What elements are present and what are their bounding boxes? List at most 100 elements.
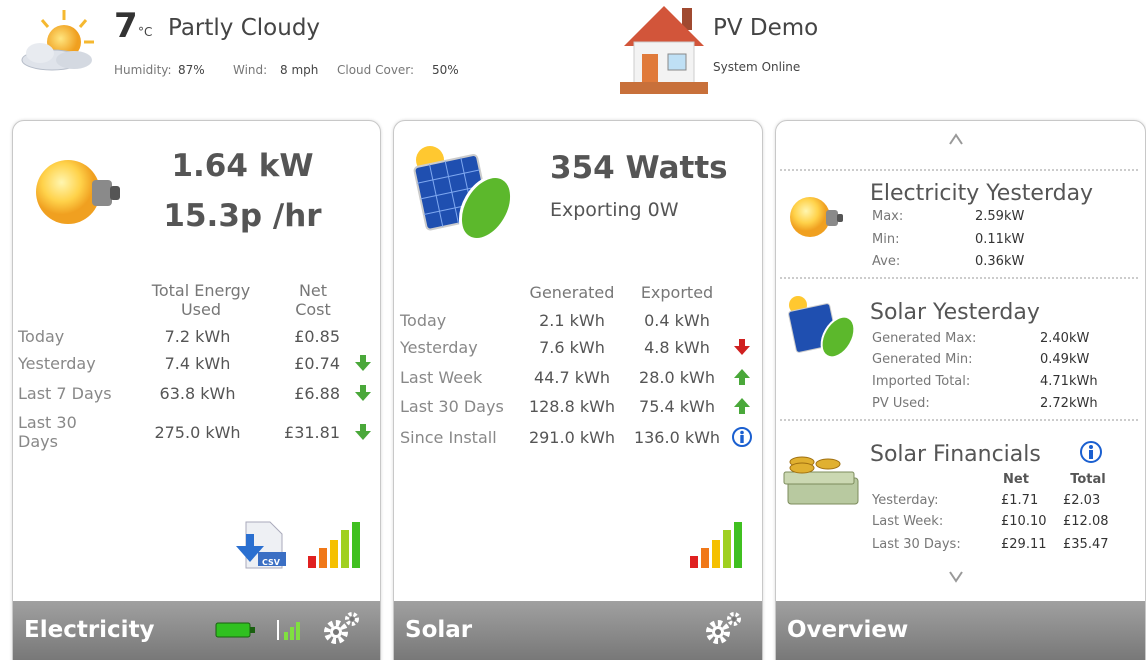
exported-value: 136.0 kWh — [620, 428, 734, 447]
system-status: System Online — [713, 60, 800, 74]
stat-label: Imported Total: — [872, 374, 970, 390]
row-label: Today — [18, 327, 64, 346]
cost-value: £0.74 — [268, 354, 340, 373]
cost-value: £31.81 — [268, 423, 340, 442]
info-icon[interactable] — [732, 427, 752, 447]
energy-value: 7.2 kWh — [140, 327, 255, 346]
weather-label: Humidity: — [114, 63, 172, 77]
column-header: Generated — [512, 283, 632, 302]
stat-value: 4.71kWh — [1040, 374, 1098, 390]
generated-value: 2.1 kWh — [512, 311, 632, 330]
section-title: Solar Yesterday — [870, 300, 1040, 326]
export-status: Exporting 0W — [550, 199, 679, 222]
generated-value: 128.8 kWh — [512, 397, 632, 416]
stat-value: 0.36kW — [975, 254, 1024, 270]
stat-label: Yesterday: — [872, 493, 939, 509]
row-label: Last 7 Days — [18, 384, 112, 403]
row-label: Today — [400, 311, 446, 330]
stat-label: Max: — [872, 209, 903, 225]
house-icon — [620, 2, 708, 96]
temperature: 7 — [114, 6, 138, 47]
stat-value: 2.40kW — [1040, 331, 1089, 347]
csv-label: CSV — [262, 558, 280, 568]
column-header: Total — [1058, 472, 1118, 488]
settings-gear[interactable] — [322, 610, 362, 646]
chart-icon[interactable] — [688, 520, 744, 570]
column-header: Total Energy Used — [140, 281, 262, 319]
weather-value: 87% — [178, 63, 205, 77]
panel-title: Overview — [787, 616, 908, 644]
battery-icon — [214, 618, 258, 642]
weather-label: Wind: — [233, 63, 267, 77]
trend-arrow — [732, 396, 752, 416]
trend-arrow — [353, 383, 373, 403]
signal-icon — [272, 616, 300, 642]
solar-panel-icon — [408, 138, 512, 248]
weather-condition: Partly Cloudy — [168, 14, 320, 42]
money-icon — [780, 448, 864, 510]
exported-value: 28.0 kWh — [620, 368, 734, 387]
row-label: Last Week — [400, 368, 482, 387]
net-value: £1.71 — [1001, 493, 1038, 509]
weather-icon — [14, 8, 104, 78]
energy-value: 275.0 kWh — [140, 423, 255, 442]
row-label: Yesterday — [18, 354, 96, 373]
chart-icon[interactable] — [306, 520, 362, 570]
column-header: Net Cost — [283, 281, 343, 319]
row-label: Last 30 Days — [18, 413, 108, 451]
trend-arrow — [732, 337, 752, 357]
scroll-down[interactable] — [948, 570, 964, 584]
stat-label: PV Used: — [872, 396, 930, 412]
section-title: Electricity Yesterday — [870, 181, 1093, 207]
total-value: £35.47 — [1063, 537, 1109, 553]
trend-arrow — [353, 353, 373, 373]
stat-label: Ave: — [872, 254, 900, 270]
page: 7°C Partly Cloudy Humidity: 87% Wind: 8 mph Cl… — [0, 0, 1146, 660]
stat-value: 0.49kW — [1040, 352, 1089, 368]
cost-value: £6.88 — [268, 384, 340, 403]
stat-label: Generated Max: — [872, 331, 976, 347]
weather-label: Cloud Cover: — [337, 63, 414, 77]
stat-value: 2.59kW — [975, 209, 1024, 225]
total-value: £12.08 — [1063, 514, 1109, 530]
generated-value: 44.7 kWh — [512, 368, 632, 387]
section-title: Solar Financials — [870, 442, 1041, 468]
total-value: £2.03 — [1063, 493, 1100, 509]
net-value: £29.11 — [1001, 537, 1047, 553]
cost-rate: 15.3p /hr — [130, 198, 355, 235]
row-label: Since Install — [400, 428, 497, 447]
scroll-up[interactable] — [948, 132, 964, 146]
trend-arrow — [732, 367, 752, 387]
info-icon[interactable] — [1079, 440, 1103, 464]
stat-label: Min: — [872, 232, 899, 248]
stat-label: Last Week: — [872, 514, 943, 530]
weather-value: 8 mph — [280, 63, 318, 77]
stat-value: 0.11kW — [975, 232, 1024, 248]
net-value: £10.10 — [1001, 514, 1047, 530]
row-label: Yesterday — [400, 338, 478, 357]
stat-label: Last 30 Days: — [872, 537, 961, 553]
panel-title: Electricity — [24, 616, 155, 644]
exported-value: 0.4 kWh — [620, 311, 734, 330]
temperature-unit: °C — [138, 25, 152, 39]
power-reading: 354 Watts — [550, 150, 728, 187]
generated-value: 7.6 kWh — [512, 338, 632, 357]
generated-value: 291.0 kWh — [512, 428, 632, 447]
energy-value: 63.8 kWh — [140, 384, 255, 403]
exported-value: 4.8 kWh — [620, 338, 734, 357]
panel-title: Solar — [405, 616, 472, 644]
column-header: Net — [990, 472, 1042, 488]
weather-value: 50% — [432, 63, 459, 77]
energy-value: 7.4 kWh — [140, 354, 255, 373]
settings-gear[interactable] — [704, 610, 744, 646]
cost-value: £0.85 — [268, 327, 340, 346]
row-label: Last 30 Days — [400, 397, 504, 416]
system-name: PV Demo — [713, 14, 818, 42]
trend-arrow — [353, 422, 373, 442]
stat-label: Generated Min: — [872, 352, 973, 368]
exported-value: 75.4 kWh — [620, 397, 734, 416]
bulb-icon — [30, 150, 130, 240]
power-reading: 1.64 kW — [130, 148, 355, 185]
stat-value: 2.72kWh — [1040, 396, 1098, 412]
column-header: Exported — [620, 283, 734, 302]
